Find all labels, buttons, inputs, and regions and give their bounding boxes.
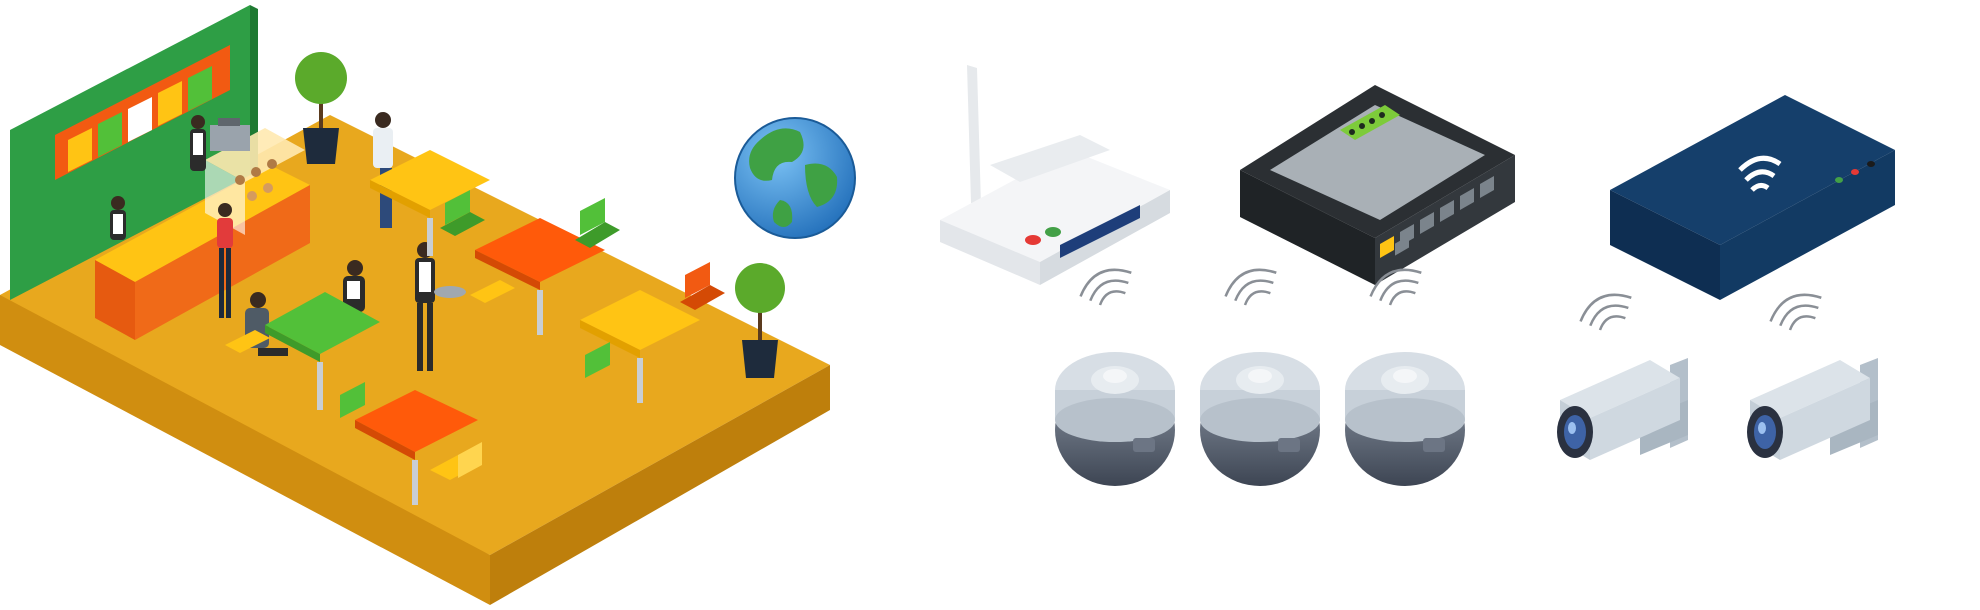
bullet-camera-icon — [1747, 358, 1878, 460]
network-switch-icon — [1240, 85, 1515, 285]
waiter-figure — [415, 242, 466, 371]
globe-icon — [734, 117, 856, 239]
cafe-scene — [0, 5, 830, 605]
customer-red-figure — [217, 203, 233, 318]
floor-side-left — [0, 295, 490, 605]
bullet-camera-icon — [1557, 358, 1688, 460]
floor-side-right — [490, 365, 830, 605]
seated-woman-figure — [343, 260, 365, 312]
chairs — [225, 190, 725, 480]
dome-camera-icon — [1055, 352, 1175, 486]
plant-back-icon — [295, 52, 347, 164]
table-yellow-right — [580, 290, 700, 403]
dome-camera-icon — [1345, 352, 1465, 486]
barista-figure — [110, 196, 126, 240]
table-orange-front — [355, 390, 478, 505]
plant-front-icon — [735, 263, 785, 378]
dome-camera-icon — [1200, 352, 1320, 486]
table-orange-mid — [475, 218, 605, 335]
cashier-figure — [190, 115, 206, 171]
nvr-recorder-icon — [1610, 95, 1895, 300]
wireless-router-icon — [940, 65, 1170, 285]
table-yellow-back — [370, 150, 490, 256]
table-green — [265, 292, 380, 410]
menu-board-icon — [55, 45, 230, 180]
